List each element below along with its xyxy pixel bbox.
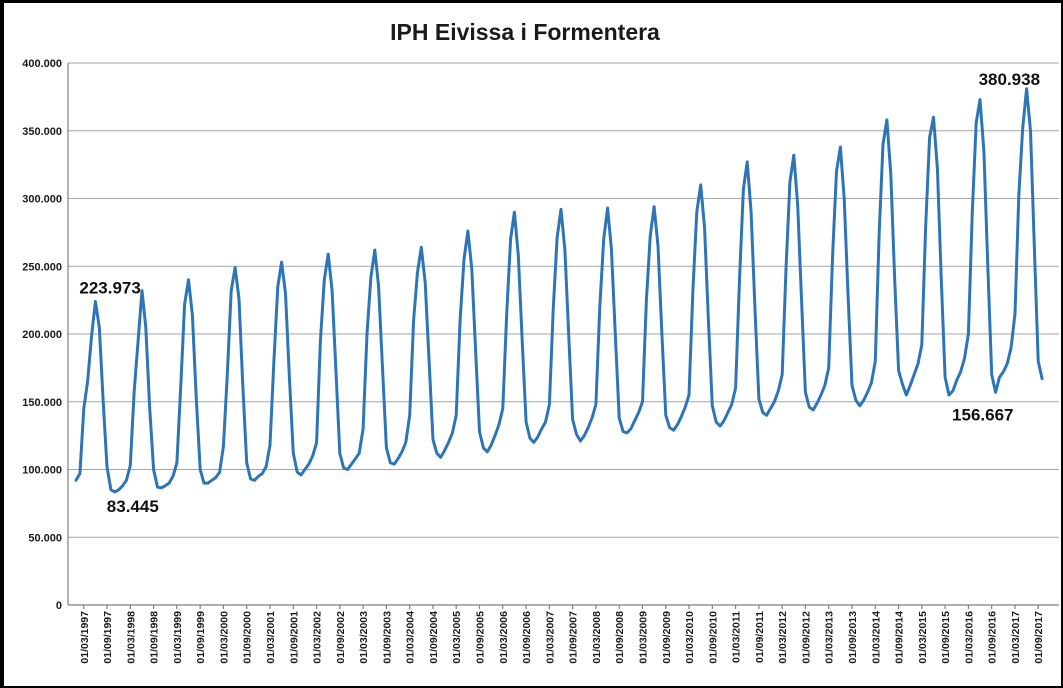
x-tick-label: 01/03/2012 [777, 611, 789, 664]
data-label: 223.973 [79, 279, 140, 298]
x-tick-label: 01/03/2002 [312, 611, 324, 664]
chart-area [4, 3, 1061, 686]
x-tick-label: 01/03/2016 [963, 611, 975, 664]
x-tick-label: 01/03/2007 [544, 611, 556, 664]
x-tick-label: 01/03/2017 [1010, 611, 1022, 664]
x-tick-label: 01/03/2001 [265, 611, 277, 664]
x-tick-label: 01/09/2006 [521, 611, 533, 664]
x-tick-label: 01/03/2003 [358, 611, 370, 664]
x-tick-label: 01/09/1998 [149, 611, 161, 664]
x-tick-label: 01/09/2015 [940, 611, 952, 664]
x-tick-label: 01/03/2010 [684, 611, 696, 664]
y-tick-label: 150.000 [22, 397, 62, 409]
y-axis-tick-labels: 0 50.000 100.000 150.000 200.000 250.000 300.0… [22, 58, 62, 612]
x-tick-label: 01/09/2000 [242, 611, 254, 664]
x-tick-label: 01/09/2017 [1033, 611, 1045, 664]
x-tick-label: 01/03/2008 [591, 611, 603, 664]
y-tick-label: 350.000 [22, 126, 62, 138]
chart-title: IPH Eivissa i Formentera [390, 19, 660, 45]
grid-lines [68, 62, 1059, 538]
y-tick-label: 250.000 [22, 261, 62, 273]
y-tick-label: 50.000 [28, 532, 62, 544]
x-tick-label: 01/03/2015 [917, 611, 929, 664]
x-tick-label: 01/09/2010 [707, 611, 719, 664]
x-tick-label: 01/09/2005 [475, 611, 487, 664]
data-label: 380.938 [979, 70, 1040, 89]
series-line [74, 87, 1044, 494]
x-tick-label: 01/09/2004 [428, 611, 440, 664]
x-tick-label: 01/03/2005 [451, 611, 463, 664]
y-tick-label: 0 [56, 600, 62, 612]
annotations: 223.973 83.445 380.938 156.667 [79, 70, 1040, 516]
x-tick-label: 01/09/2002 [335, 611, 347, 664]
x-tick-label: 01/09/2008 [614, 611, 626, 664]
x-tick-label: 01/03/2004 [405, 611, 417, 664]
x-tick-label: 01/03/1998 [125, 611, 137, 664]
x-tick-label: 01/09/2011 [754, 611, 766, 663]
x-tick-label: 01/03/1997 [79, 611, 91, 664]
x-tick-label: 01/03/2009 [637, 611, 649, 664]
y-tick-label: 200.000 [22, 329, 62, 341]
x-tick-label: 01/09/1997 [102, 611, 114, 664]
data-label: 156.667 [952, 406, 1013, 425]
x-tick-label: 01/09/2012 [800, 611, 812, 664]
y-tick-label: 300.000 [22, 194, 62, 206]
x-tick-label: 01/09/2014 [894, 611, 906, 664]
y-tick-label: 100.000 [22, 465, 62, 477]
x-tick-label: 01/09/2003 [381, 611, 393, 664]
x-tick-label: 01/09/2009 [661, 611, 673, 664]
x-tick-label: 01/03/1999 [172, 611, 184, 664]
x-tick-label: 01/03/2000 [218, 611, 230, 664]
x-tick-label: 01/03/2013 [824, 611, 836, 664]
data-label: 83.445 [107, 497, 159, 516]
x-tick-label: 01/03/2006 [498, 611, 510, 664]
x-tick-label: 01/09/1999 [195, 611, 207, 664]
x-tick-label: 01/03/2011 [731, 611, 743, 663]
x-tick-label: 01/03/2014 [870, 611, 882, 664]
x-axis-tick-labels: 01/03/1997 01/09/1997 01/03/1998 01/09/1998… [79, 605, 1045, 664]
y-tick-label: 400.000 [22, 58, 62, 70]
x-tick-label: 01/09/2007 [568, 611, 580, 664]
x-tick-label: 01/09/2001 [288, 611, 300, 664]
series-layer [74, 87, 1044, 494]
x-tick-label: 01/09/2016 [987, 611, 999, 664]
x-tick-label: 01/09/2013 [847, 611, 859, 664]
